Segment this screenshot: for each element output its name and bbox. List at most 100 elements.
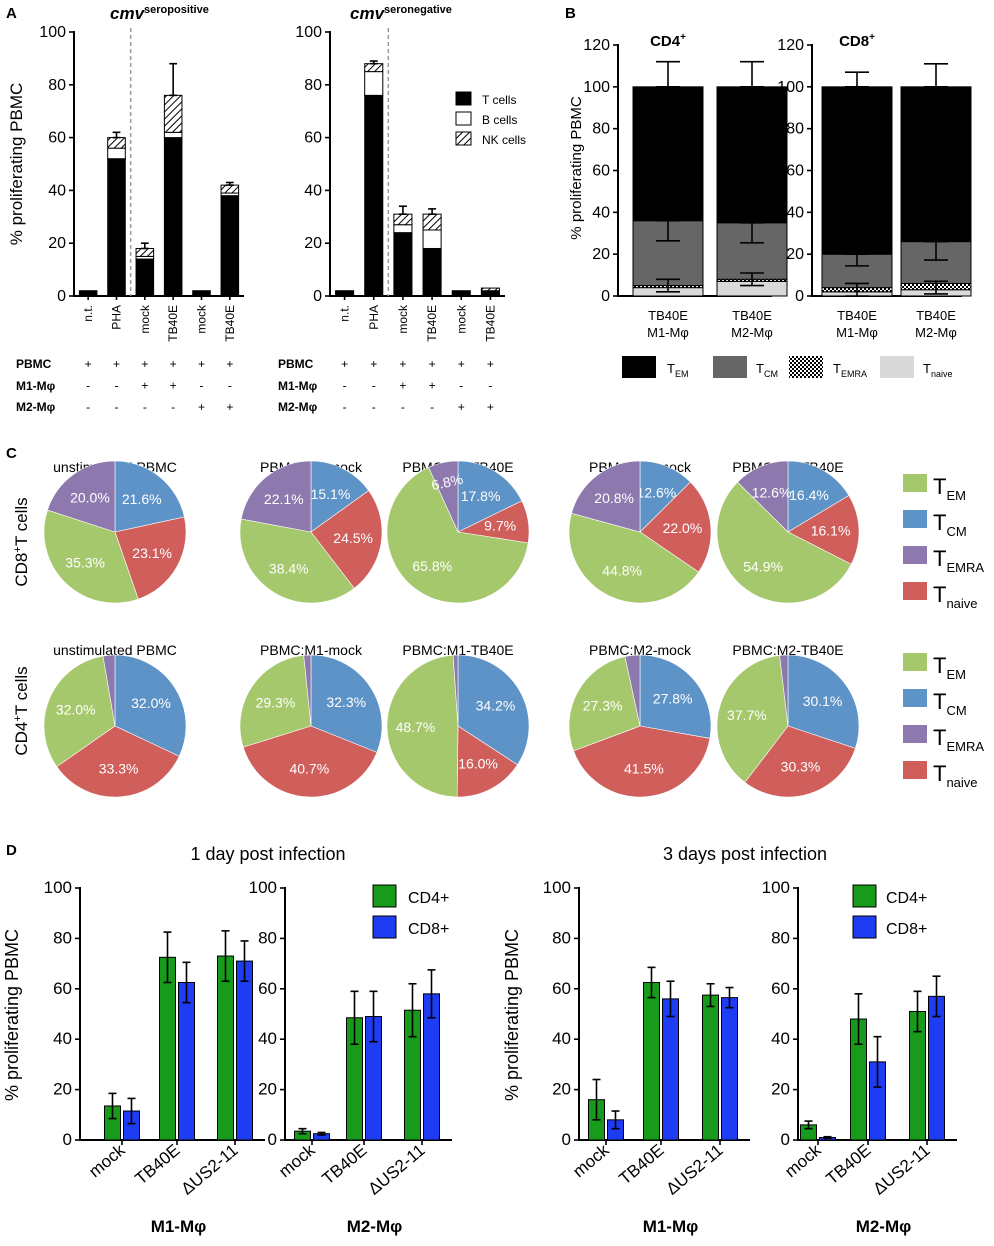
A_neg-bar-t-cells-1 [364,94,384,297]
legend-label-t-cells: T cells [482,93,516,107]
C_cd4-slice-label-t-cm-3: 27.8% [653,691,693,707]
C_cd8-slice-label-t-em-1: 38.4% [269,560,309,576]
D_3d_M2-xtick-label-2: ΔUS2-11 [869,1141,933,1199]
C_cd4-slice-t-em-1 [239,655,312,748]
A_pos-table-cell-0-3: + [170,357,177,371]
D_1d_M1-bar-cd4-2 [217,955,234,1141]
A_neg-table-cell-0-3: + [429,357,436,371]
A_neg-ytick-label-20: 20 [304,235,322,252]
D_3d_M1-y-label: % proliferating PBMC [502,929,522,1101]
D_1d_M2-xtick-label-2: ΔUS2-11 [364,1141,428,1199]
D_3d_M1-ytick-label-60: 60 [552,979,571,998]
panel-c-legend-top: TEM TCM TEMRA Tnaive [903,474,984,611]
C_cd8-slice-t-naive-3 [639,481,712,573]
B_cd8-xlabel-line2-0: M1-Mφ [836,325,878,340]
A_pos-bar-t-cells-5 [220,195,240,297]
C_cd4-slice-t-cm-4 [787,654,860,749]
A_neg-table-cell-1-5: - [488,379,492,393]
B_cd8-ytick-label-80: 80 [786,121,804,138]
A_pos-table-cell-2-5: + [226,400,233,414]
C_cd8-slice-t-em-0 [43,509,139,604]
legend-label-b-cells: B cells [482,113,517,127]
C_cd4-slice-label-t-naive-3: 41.5% [624,760,664,776]
D_1d_M1-xtick-label-1: TB40E [132,1141,184,1189]
legend-swatch-pie-tcm-2 [903,689,927,707]
legend-label-pie-tcm-2: TCM [933,689,967,718]
C_cd4-slice-label-t-naive-4: 30.3% [781,759,821,775]
D_1d_M1-x-label: M1-Mφ [151,1217,207,1236]
D_1d_M1-y-label: % proliferating PBMC [2,929,22,1101]
A_pos-bar-t-cells-0 [78,290,98,297]
table-label-m1-left: M1-Mφ [16,379,56,393]
C_cd8-slice-label-t-emra-2: 6.8% [430,471,465,493]
A_pos-ytick-label-100: 100 [39,24,66,41]
panel-b-title-cd4: CD4+ [650,32,686,50]
A_pos-table-cell-1-4: - [200,379,204,393]
A_neg-bar-t-cells-0 [335,290,355,297]
table-label-m1-right: M1-Mφ [278,379,318,393]
D_3d_M2-bar-cd8-2 [928,995,945,1141]
C_cd8-slice-label-t-cm-0: 21.6% [122,491,162,507]
panel-d-legend-2: CD4+ CD8+ [852,884,927,939]
C_cd8-slice-label-t-emra-1: 22.1% [264,491,304,507]
D_3d_M1-xtick-label-1: TB40E [616,1141,668,1189]
C_cd4-slice-label-t-naive-0: 33.3% [99,760,139,776]
A_pos-table-cell-1-3: + [170,379,177,393]
D_1d_M2-ytick-label-20: 20 [258,1080,277,1099]
C_cd4-slice-t-emra-0 [102,654,116,727]
C_cd8-slice-t-emra-2 [428,460,459,533]
D_3d_M1-xtick-label-2: ΔUS2-11 [662,1141,726,1199]
C_cd8-slice-t-cm-4 [787,460,850,533]
A_neg-bar-t-cells-5 [480,290,500,297]
A_neg-bar-t-cells-2 [393,232,413,297]
B_cd4-xlabel-line2-1: M2-Mφ [731,325,773,340]
C_cd4-pie-title-0: unstimulated PBMC [53,642,177,658]
C_cd8-slice-t-cm-1 [310,460,370,533]
A_pos-table-cell-2-0: - [86,400,90,414]
panel-d-title-1-day: 1 day post infection [190,844,345,864]
A_pos-table-cell-0-1: + [113,357,120,371]
A_neg-table-cell-0-4: + [458,357,465,371]
C_cd4-slice-label-t-cm-1: 32.3% [326,694,366,710]
D_3d_M1-ytick-label-100: 100 [543,878,571,897]
C_cd8-slice-t-naive-0 [114,516,187,600]
A_pos-xtick-label-0: n.t. [81,305,95,322]
C_cd4-slice-t-cm-0 [114,654,187,757]
legend-label-pie-tem: TEM [933,474,966,503]
A_neg-table-cell-2-2: - [401,400,405,414]
D_1d_M2-ytick-label-60: 60 [258,979,277,998]
legend-swatch-cd8-2 [852,915,877,939]
A_pos-bar-b-cells-3 [163,131,183,139]
legend-swatch-pie-tcm [903,510,927,528]
legend-label-pie-temra-2: TEMRA [933,725,984,754]
chart-C_cd4: unstimulated PBMC 32.0% 33.3% 32.0% PBMC:M1-… [43,642,860,798]
A_pos-xtick-label-5: TB40E [223,305,237,342]
B_cd4-ytick-label-120: 120 [583,37,610,54]
D_1d_M2-ytick-label-100: 100 [249,878,277,897]
A_pos-bar-nk-cells-3 [163,94,183,133]
A_pos-ytick-label-80: 80 [48,77,66,94]
C_cd8-slice-label-t-cm-4: 16.4% [789,487,829,503]
C_cd4-slice-label-t-em-1: 29.3% [256,695,296,711]
A_neg-ytick-label-60: 60 [304,130,322,147]
panel-a-condition-table: PBMC M1-Mφ M2-Mφ PBMC M1-Mφ M2-Mφ [16,357,318,414]
C_cd4-slice-label-t-em-3: 27.3% [583,698,623,714]
legend-swatch-cd4-2 [852,884,877,908]
A_neg-table-cell-1-1: - [372,379,376,393]
D_1d_M1-bar-cd8-1 [178,982,195,1141]
D_3d_M1-bar-cd8-2 [721,997,738,1141]
panel-b-legend: TEM TCM TEMRA Tnaive [622,356,952,379]
D_3d_M1-ytick-label-40: 40 [552,1029,571,1048]
A_pos-xtick-label-2: mock [138,304,152,334]
C_cd8-slice-label-t-naive-1: 24.5% [333,530,373,546]
A_pos-table-cell-2-4: + [198,400,205,414]
C_cd8-slice-label-t-emra-4: 12.6% [752,485,792,501]
A_pos-bar-nk-cells-1 [107,137,126,149]
B_cd8-bar-t-em-1 [900,86,972,243]
A_neg-xtick-label-4: mock [454,304,468,334]
A_pos-bar-t-cells-2 [135,258,155,297]
B_cd4-ytick-label-20: 20 [592,246,610,263]
D_3d_M1-bar-cd4-2 [702,994,719,1141]
A_neg-bar-nk-cells-1 [364,63,384,73]
B_cd8-ytick-label-60: 60 [786,163,804,180]
